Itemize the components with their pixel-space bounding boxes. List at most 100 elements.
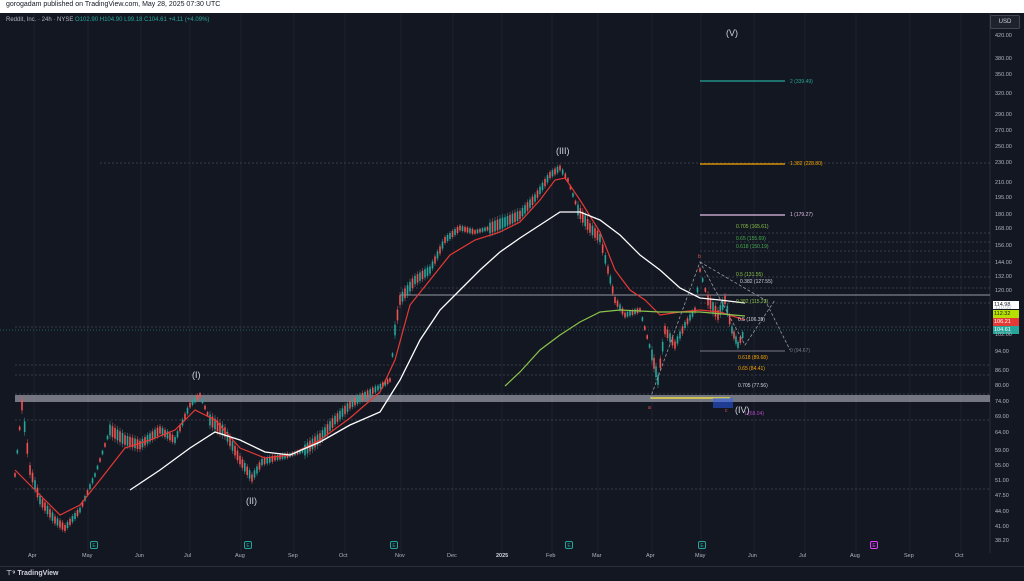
candle-body xyxy=(321,430,324,440)
candle-body xyxy=(648,344,651,348)
candle-body xyxy=(509,214,511,225)
x-tick-label: Feb xyxy=(546,553,556,559)
candle-body xyxy=(79,507,81,513)
y-tick-label: 74.00 xyxy=(995,399,1009,405)
earnings-icon[interactable]: E xyxy=(90,541,98,549)
candle-body xyxy=(261,459,263,465)
currency-button[interactable]: USD xyxy=(990,15,1020,29)
candle-body xyxy=(684,322,686,328)
candle-body xyxy=(149,433,151,442)
y-tick-label: 38.20 xyxy=(995,538,1009,544)
y-tick-label: 250.00 xyxy=(995,144,1012,150)
candle-body xyxy=(194,397,196,403)
fib-label-1: 1 (179.27) xyxy=(790,212,813,218)
candle-body xyxy=(89,484,91,490)
chart-area[interactable] xyxy=(0,13,1024,566)
candle-body xyxy=(616,300,619,307)
candle-body xyxy=(196,395,199,400)
y-tick-label: 168.00 xyxy=(995,226,1012,232)
candle-body xyxy=(639,308,641,312)
candle-body xyxy=(441,241,444,249)
candle-body xyxy=(316,434,319,446)
earnings-icon[interactable]: E xyxy=(390,541,398,549)
candle-body xyxy=(101,450,104,455)
candle-body xyxy=(154,429,156,438)
candle-body xyxy=(659,358,662,369)
candle-body xyxy=(721,300,724,310)
earnings-icon[interactable]: E xyxy=(565,541,573,549)
candle-body xyxy=(689,314,691,321)
candle-body xyxy=(514,212,516,223)
candle-body xyxy=(521,207,524,217)
candle-body xyxy=(474,230,476,234)
candle-body xyxy=(271,455,274,462)
candle-body xyxy=(54,516,56,524)
candle-body xyxy=(707,294,709,306)
candle-body xyxy=(169,433,171,441)
candle-body xyxy=(404,288,406,299)
candle-body xyxy=(256,466,258,474)
x-tick-label: Aug xyxy=(235,553,245,559)
x-tick-label: Aug xyxy=(850,553,860,559)
candle-body xyxy=(351,399,354,407)
candle-body xyxy=(611,286,614,294)
y-tick-label: 102.00 xyxy=(995,332,1012,338)
earnings-icon[interactable]: E xyxy=(698,541,706,549)
candle-body xyxy=(386,379,389,384)
legend-close: C104.61 xyxy=(144,17,167,23)
y-tick-label: 350.00 xyxy=(995,72,1012,78)
earnings-icon[interactable]: E xyxy=(244,541,252,549)
candle-body xyxy=(479,228,481,233)
candle-body xyxy=(471,228,474,234)
fib-label-2: 2 (339.49) xyxy=(790,79,813,85)
candle-body xyxy=(96,465,99,470)
wave-label-c: c xyxy=(725,408,728,414)
candle-body xyxy=(701,278,704,282)
candle-body xyxy=(59,520,61,528)
candle-body xyxy=(456,227,459,233)
candle-body xyxy=(591,225,594,236)
y-tick-label: 51.00 xyxy=(995,478,1009,484)
candle-body xyxy=(189,402,191,408)
candle-body xyxy=(139,440,141,450)
y-tick-label: 144.00 xyxy=(995,260,1012,266)
candle-body xyxy=(461,226,464,232)
candle-body xyxy=(61,522,64,530)
fib-label-382-upper: 0.382 (127.55) xyxy=(740,279,773,285)
y-tick-label: 156.00 xyxy=(995,243,1012,249)
candle-body xyxy=(579,208,582,219)
candle-body xyxy=(166,431,169,439)
legend-open: O102.90 xyxy=(75,17,99,23)
candle-body xyxy=(406,285,409,295)
earnings-icon[interactable]: E xyxy=(870,541,878,549)
x-tick-label: Jun xyxy=(748,553,757,559)
candle-body xyxy=(414,275,416,285)
candle-body xyxy=(204,405,206,410)
candle-body xyxy=(526,202,529,211)
candle-body xyxy=(372,387,374,394)
candle-body xyxy=(409,281,411,292)
candle-body xyxy=(607,266,609,274)
candle-body xyxy=(76,510,79,516)
candle-body xyxy=(426,267,429,276)
candle-body xyxy=(389,378,391,382)
candle-body xyxy=(506,216,509,226)
y-tick-label: 47.50 xyxy=(995,493,1009,499)
candle-body xyxy=(86,490,89,495)
candle-body xyxy=(439,246,441,254)
candle-body xyxy=(504,217,506,227)
candle-body xyxy=(396,309,399,321)
candle-body xyxy=(109,424,111,436)
candle-body xyxy=(733,331,735,339)
candle-body xyxy=(324,427,326,437)
price-chart[interactable] xyxy=(0,13,1024,566)
candle-body xyxy=(469,228,471,234)
candle-body xyxy=(151,431,154,440)
candle-body xyxy=(444,237,446,243)
candle-body xyxy=(91,478,94,484)
candle-body xyxy=(184,413,186,420)
y-tick-label: 110.00 xyxy=(995,305,1012,311)
candle-body xyxy=(524,205,526,214)
candle-body xyxy=(69,519,71,525)
candle-body xyxy=(126,436,129,446)
